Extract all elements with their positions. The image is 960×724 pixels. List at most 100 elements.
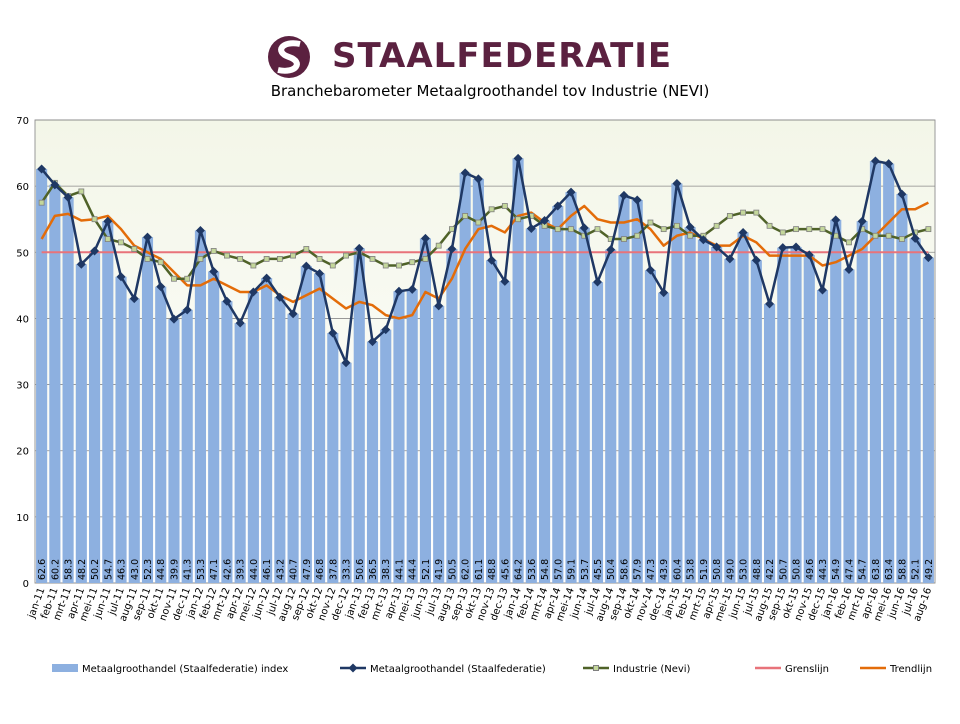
value-label: 50.8	[792, 559, 803, 580]
marker	[685, 222, 695, 232]
marker	[846, 239, 852, 246]
value-label: 41.3	[183, 559, 194, 580]
bar	[578, 227, 590, 583]
value-label: 46.8	[315, 559, 326, 580]
marker	[806, 226, 813, 233]
marker	[303, 246, 310, 252]
bar	[539, 220, 551, 583]
bar	[155, 286, 167, 583]
legend-marker	[348, 663, 358, 673]
marker	[593, 277, 602, 287]
chart-title: Branchebarometer Metaalgroothandel tov I…	[271, 82, 710, 100]
marker	[329, 262, 336, 269]
marker	[129, 294, 139, 304]
bar	[49, 184, 61, 583]
marker	[237, 255, 244, 262]
marker	[500, 276, 510, 286]
value-label: 47.4	[844, 559, 855, 580]
marker	[369, 255, 376, 262]
marker	[473, 174, 483, 184]
bar	[830, 219, 842, 583]
marker	[526, 223, 536, 233]
marker	[712, 242, 722, 252]
marker	[50, 180, 60, 190]
bar	[909, 238, 921, 583]
marker	[793, 226, 799, 233]
legend-marker	[593, 665, 599, 671]
value-label: 39.3	[236, 559, 247, 580]
bar	[459, 172, 471, 583]
value-label: 62.6	[37, 559, 48, 580]
bar	[141, 237, 154, 583]
marker	[171, 275, 177, 282]
bar	[843, 269, 855, 583]
value-label: 49.0	[725, 559, 736, 580]
marker	[844, 264, 854, 274]
bar	[922, 257, 934, 583]
bar	[366, 341, 379, 583]
bar	[393, 291, 405, 583]
value-label: 53.8	[686, 559, 697, 580]
value-label: 47.9	[302, 559, 313, 580]
value-label: 46.3	[117, 559, 128, 580]
y-tick-label: 60	[16, 182, 29, 193]
marker	[104, 236, 111, 242]
value-label: 48.8	[752, 559, 763, 580]
value-label: 46.1	[262, 559, 273, 580]
marker	[540, 216, 550, 226]
marker	[76, 259, 86, 269]
bar	[777, 247, 789, 584]
marker	[90, 246, 100, 256]
value-label: 53.7	[580, 559, 591, 580]
marker	[553, 201, 563, 211]
marker	[290, 252, 296, 259]
value-label: 43.9	[659, 559, 670, 580]
bar	[433, 305, 445, 583]
value-label: 48.2	[77, 559, 88, 580]
marker	[316, 255, 323, 262]
marker	[687, 232, 694, 239]
marker	[116, 272, 126, 282]
value-label: 62.0	[461, 559, 472, 580]
marker	[315, 268, 325, 278]
marker	[394, 286, 404, 296]
value-label: 44.8	[156, 559, 167, 580]
marker	[660, 226, 667, 233]
marker	[156, 282, 166, 292]
bar	[486, 260, 498, 583]
legend-label: Trendlijn	[889, 664, 932, 675]
marker	[341, 358, 351, 368]
marker	[765, 299, 775, 309]
marker	[460, 168, 470, 178]
marker	[645, 265, 655, 275]
bar	[869, 161, 881, 583]
bar	[525, 228, 537, 583]
marker	[738, 227, 748, 237]
line	[40, 157, 930, 364]
bar	[261, 278, 273, 583]
marker	[224, 252, 230, 259]
marker	[301, 261, 311, 271]
value-label: 63.8	[871, 559, 882, 580]
y-tick-label: 50	[16, 248, 29, 259]
bar	[711, 246, 723, 583]
marker	[368, 337, 377, 347]
marker	[713, 222, 720, 229]
marker	[619, 190, 629, 200]
value-label: 64.2	[514, 559, 525, 580]
bar	[790, 246, 802, 583]
marker	[632, 195, 642, 205]
marker	[513, 153, 523, 163]
bar	[512, 158, 524, 583]
bar	[327, 332, 339, 583]
marker	[778, 243, 788, 253]
value-label: 60.2	[50, 559, 61, 580]
value-label: 50.5	[447, 559, 458, 580]
legend-label: Metaalgroothandel (Staalfederatie) index	[82, 664, 288, 675]
bar	[896, 194, 908, 583]
marker	[606, 245, 616, 255]
value-label: 44.0	[249, 559, 260, 580]
bar	[803, 254, 815, 583]
value-label: 48.8	[487, 559, 498, 580]
